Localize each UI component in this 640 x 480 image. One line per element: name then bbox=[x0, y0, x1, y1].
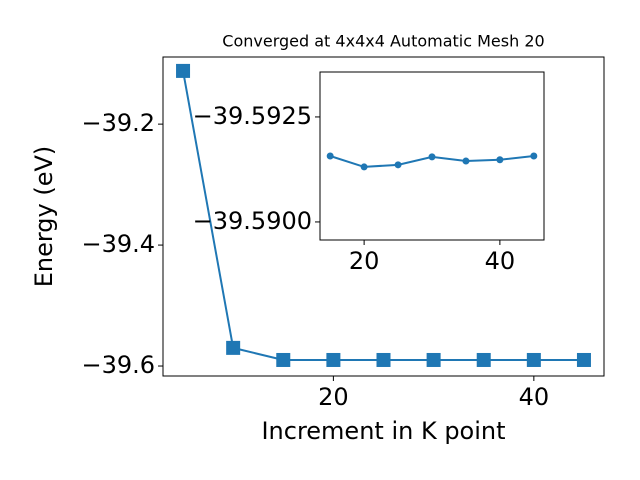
y-tick-label: −39.2 bbox=[81, 109, 155, 137]
x-tick-label: 20 bbox=[349, 247, 380, 275]
y-tick-label: −39.5900 bbox=[193, 207, 312, 235]
marker bbox=[376, 352, 391, 367]
y-tick-label: −39.5925 bbox=[193, 102, 312, 130]
y-tick-label: −39.4 bbox=[81, 230, 155, 258]
x-tick-label: 40 bbox=[485, 247, 516, 275]
x-tick-label: 20 bbox=[318, 383, 349, 411]
marker bbox=[526, 352, 541, 367]
marker bbox=[276, 352, 291, 367]
marker bbox=[530, 152, 538, 160]
chart-title: Converged at 4x4x4 Automatic Mesh 20 bbox=[222, 32, 544, 51]
marker bbox=[326, 152, 334, 160]
marker bbox=[226, 340, 241, 355]
marker bbox=[462, 157, 470, 165]
marker bbox=[426, 352, 441, 367]
marker bbox=[496, 156, 504, 164]
x-tick-label: 40 bbox=[519, 383, 550, 411]
marker bbox=[394, 161, 402, 169]
marker bbox=[428, 153, 436, 161]
marker bbox=[476, 352, 491, 367]
marker bbox=[576, 352, 591, 367]
marker bbox=[360, 163, 368, 171]
y-axis-label: Energy (eV) bbox=[30, 146, 58, 288]
x-axis-label: Increment in K point bbox=[261, 417, 505, 445]
y-tick-label: −39.6 bbox=[81, 351, 155, 379]
marker bbox=[176, 63, 191, 78]
marker bbox=[326, 352, 341, 367]
